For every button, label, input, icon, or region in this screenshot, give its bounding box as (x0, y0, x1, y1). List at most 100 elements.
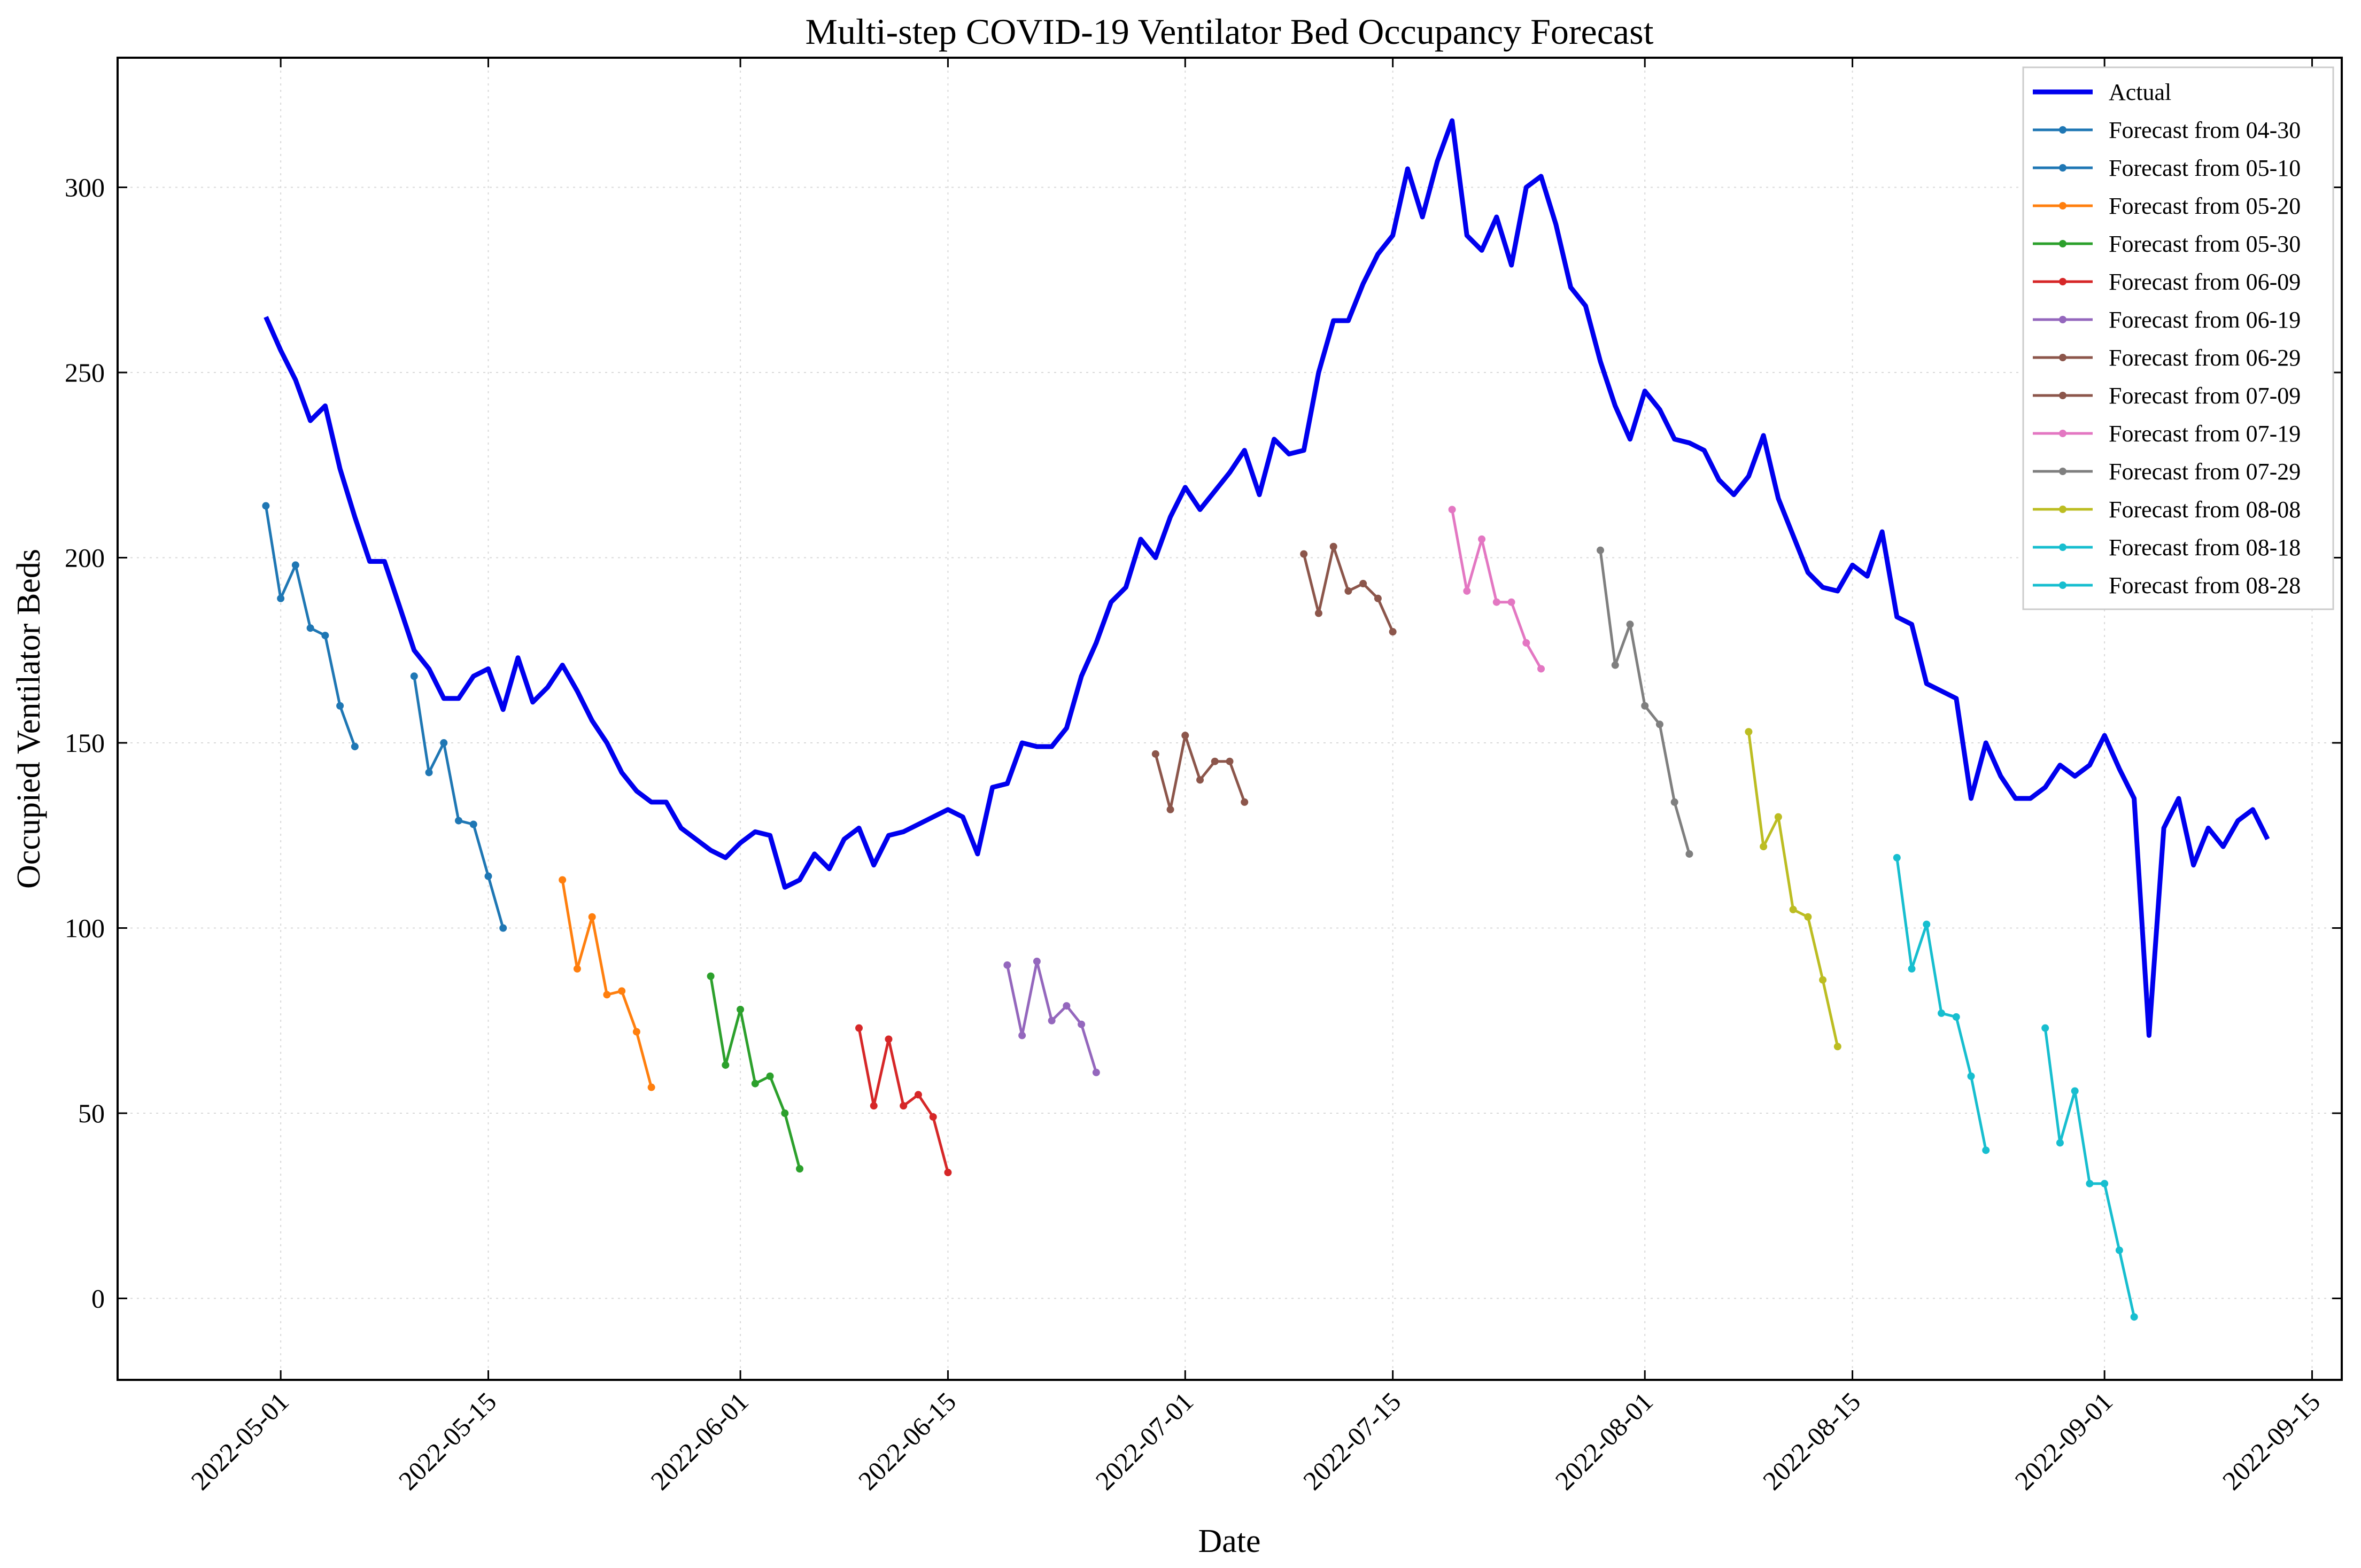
forecast-point (2101, 1179, 2109, 1187)
forecast-point (781, 1109, 789, 1117)
legend-marker (2059, 126, 2066, 134)
forecast-point (1078, 1020, 1086, 1028)
forecast-point (1166, 805, 1174, 813)
forecast-point (1478, 535, 1486, 543)
forecast-point (425, 769, 433, 777)
forecast-point (796, 1165, 804, 1173)
legend-entry: Forecast from 07-09 (2109, 383, 2301, 409)
forecast-point (885, 1035, 893, 1043)
forecast-point (618, 987, 626, 995)
legend-marker (2059, 354, 2066, 361)
forecast-point (573, 965, 581, 973)
forecast-point (1300, 550, 1308, 558)
legend-marker (2059, 278, 2066, 285)
forecast-point (1804, 913, 1812, 921)
legend-entry: Forecast from 08-08 (2109, 496, 2301, 523)
forecast-point (277, 594, 285, 602)
forecast-point (1063, 1002, 1071, 1010)
forecast-point (306, 624, 314, 632)
forecast-point (1003, 961, 1011, 969)
forecast-series (1893, 853, 1990, 1154)
forecast-point (1359, 580, 1367, 588)
forecast-point (1789, 905, 1797, 913)
forecast-series (855, 1024, 952, 1176)
forecast-point (559, 876, 567, 884)
forecast-series (1745, 728, 1841, 1051)
forecast-series (559, 876, 655, 1091)
legend-marker (2059, 468, 2066, 475)
forecast-point (2115, 1246, 2123, 1254)
forecast-point (1181, 732, 1189, 740)
y-tick-label: 100 (65, 913, 105, 943)
legend-entry: Forecast from 06-19 (2109, 307, 2301, 333)
legend-marker (2059, 544, 2066, 551)
gridlines (118, 58, 2342, 1380)
legend-marker (2059, 581, 2066, 589)
legend-box (2022, 66, 2334, 610)
forecast-point (1463, 587, 1471, 595)
forecast-point (1923, 920, 1931, 928)
legend-entry: Forecast from 05-30 (2109, 231, 2301, 257)
actual-line (264, 118, 2270, 1038)
forecast-point (2086, 1179, 2094, 1187)
forecast-point (351, 742, 359, 750)
legend-entry: Forecast from 05-10 (2109, 155, 2301, 181)
forecast-point (1893, 853, 1901, 861)
forecast-series (1597, 546, 1693, 858)
y-tick-label: 50 (78, 1098, 105, 1128)
forecast-point (1626, 620, 1634, 628)
forecast-point (484, 872, 492, 880)
legend-entry: Forecast from 07-19 (2109, 421, 2301, 447)
legend-marker (2059, 240, 2066, 247)
y-tick-label: 200 (65, 543, 105, 573)
forecast-point (1938, 1009, 1946, 1017)
forecast-point (1151, 750, 1159, 758)
forecast-point (707, 972, 715, 980)
forecast-point (1774, 813, 1782, 821)
forecast-point (1374, 594, 1382, 602)
forecast-point (321, 632, 329, 640)
forecast-point (2071, 1087, 2079, 1095)
legend-entry: Forecast from 04-30 (2109, 117, 2301, 143)
forecast-point (1448, 506, 1456, 514)
forecast-point (1492, 598, 1500, 606)
forecast-point (632, 1028, 640, 1036)
forecast-point (1685, 850, 1693, 858)
y-tick-label: 150 (65, 728, 105, 758)
forecast-point (1833, 1043, 1841, 1051)
forecast-point (588, 913, 596, 921)
forecast-point (870, 1102, 878, 1110)
forecast-point (1196, 776, 1204, 784)
forecast-point (1670, 798, 1678, 806)
forecast-series (1448, 506, 1545, 673)
legend-entry: Forecast from 07-29 (2109, 459, 2301, 485)
forecast-point (2041, 1024, 2049, 1032)
legend: Actual Forecast from 04-30 Forecast from 0… (2022, 66, 2334, 610)
forecast-point (499, 924, 507, 932)
forecast-series (2041, 1024, 2138, 1321)
forecast-point (1507, 598, 1515, 606)
forecast-point (1611, 661, 1619, 669)
forecast-series (1300, 542, 1397, 636)
forecast-point (2056, 1139, 2064, 1147)
forecast-point (1241, 798, 1249, 806)
forecast-point (737, 1006, 745, 1014)
forecast-point (914, 1091, 922, 1099)
forecast-point (1760, 843, 1768, 851)
forecast-point (766, 1072, 774, 1080)
y-tick-label: 300 (65, 173, 105, 203)
y-tick-label: 0 (91, 1284, 105, 1314)
legend-entry: Forecast from 08-28 (2109, 572, 2301, 599)
forecast-point (1952, 1013, 1960, 1021)
legend-entry: Forecast from 08-18 (2109, 534, 2301, 561)
forecast-series (707, 972, 804, 1173)
x-axis-label: Date (1198, 1523, 1260, 1559)
forecast-point (1329, 542, 1337, 550)
actual-series (264, 118, 2270, 1038)
legend-entry: Actual (2109, 79, 2171, 105)
forecast-series (1003, 957, 1100, 1076)
forecast-point (1033, 957, 1041, 965)
forecast-point (1745, 728, 1753, 736)
y-axis-label: Occupied Ventilator Beds (11, 549, 47, 889)
forecast-point (336, 702, 344, 710)
